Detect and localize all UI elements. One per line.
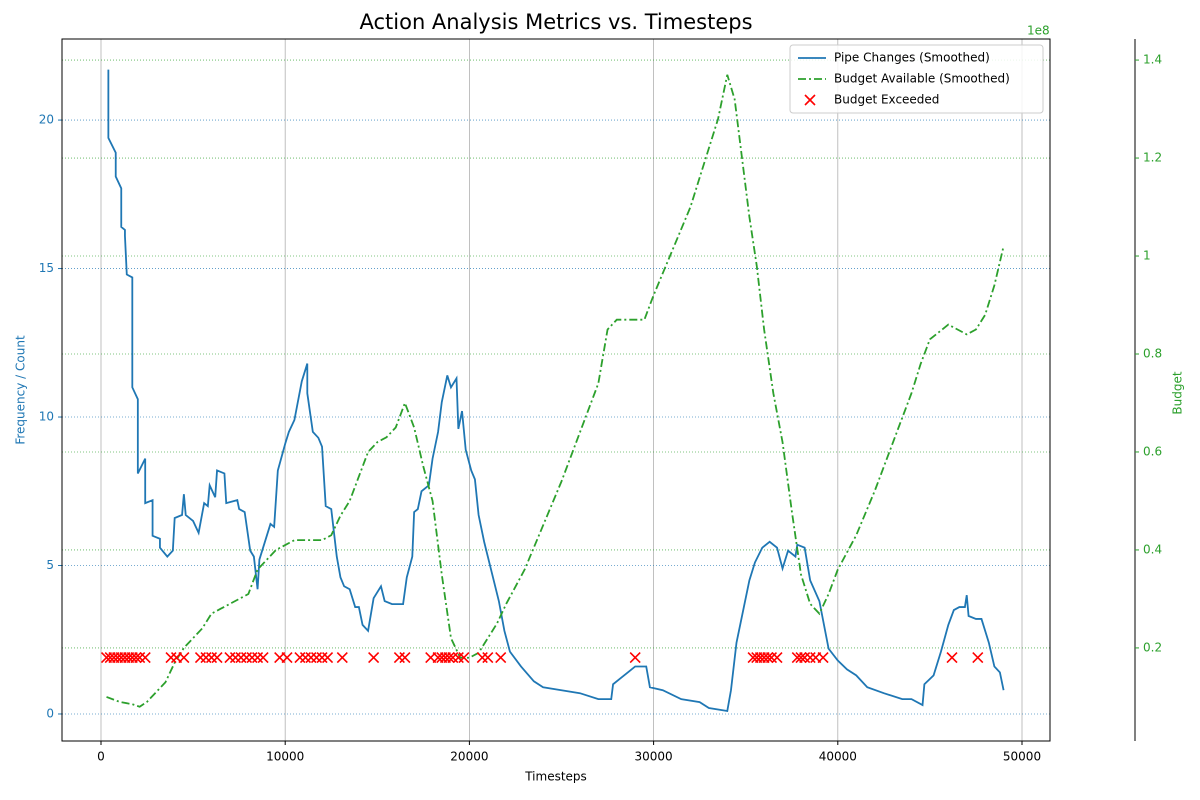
y-tick-label: 20 <box>39 113 54 127</box>
scatter-marker <box>972 651 984 664</box>
scatter-marker <box>946 651 958 664</box>
legend-label: Pipe Changes (Smoothed) <box>834 51 990 65</box>
scatter-marker <box>299 651 312 664</box>
scatter-marker <box>246 651 258 664</box>
scatter-marker <box>316 651 328 664</box>
scatter-marker <box>321 651 334 664</box>
y2-tick-label: 1 <box>1143 249 1151 263</box>
scatter-marker <box>194 651 207 664</box>
scatter-marker <box>771 651 783 664</box>
y-tick-label: 5 <box>46 558 54 572</box>
legend-label: Budget Exceeded <box>834 93 939 107</box>
y-tick-label: 15 <box>39 261 54 275</box>
scatter-marker <box>257 651 269 664</box>
legend-marker <box>804 94 816 106</box>
y2-axis-label: Budget <box>1171 371 1185 414</box>
x-tick-label: 20000 <box>450 750 488 764</box>
scatter-marker <box>165 651 177 664</box>
scatter-marker <box>393 651 405 664</box>
scatter-marker <box>368 651 380 664</box>
x-axis-label: Timesteps <box>524 770 587 784</box>
x-tick-label: 50000 <box>1003 750 1041 764</box>
y-tick-label: 10 <box>39 410 54 424</box>
scatter-marker <box>134 651 146 664</box>
scatter-marker <box>804 651 816 664</box>
scatter-marker <box>765 651 778 664</box>
x-tick-label: 10000 <box>266 750 304 764</box>
scatter-marker <box>224 651 236 664</box>
scatter-marker <box>305 651 317 664</box>
scatter-marker <box>252 651 264 664</box>
scatter-marker <box>205 651 218 664</box>
scatter-marker <box>240 651 253 664</box>
x-tick-label: 30000 <box>635 750 673 764</box>
scatter-marker <box>452 651 464 664</box>
y2-offset-label: 1e8 <box>1027 24 1050 38</box>
scatter-marker <box>817 651 829 664</box>
scatter-marker <box>178 651 190 664</box>
legend-label: Budget Available (Smoothed) <box>834 72 1010 86</box>
y2-tick-label: 1.2 <box>1143 151 1162 165</box>
scatter-marker <box>458 651 470 664</box>
scatter-marker <box>629 651 641 664</box>
legend-box <box>789 44 1044 114</box>
scatter-marker <box>476 651 488 664</box>
x-tick-label: 0 <box>97 750 105 764</box>
scatter-marker <box>200 651 212 664</box>
scatter-marker <box>399 651 411 664</box>
y2-tick-label: 0.6 <box>1143 444 1162 458</box>
plot-frame <box>61 38 1051 742</box>
scatter-marker <box>281 651 293 664</box>
scatter-marker <box>294 651 306 664</box>
y2-tick-label: 0.8 <box>1143 346 1162 360</box>
scatter-marker <box>130 651 142 664</box>
scatter-marker <box>762 651 774 664</box>
y2-tick-label: 1.4 <box>1143 53 1162 67</box>
scatter-marker <box>495 651 507 664</box>
y2-tick-label: 0.4 <box>1143 542 1162 556</box>
scatter-marker <box>443 651 455 664</box>
y-axis-label: Frequency / Count <box>14 335 28 445</box>
series-line <box>107 69 1005 713</box>
scatter-marker <box>235 651 247 664</box>
scatter-marker <box>482 651 494 664</box>
chart-title: Action Analysis Metrics vs. Timesteps <box>359 10 752 34</box>
y-tick-label: 0 <box>46 706 54 720</box>
scatter-marker <box>139 651 151 664</box>
scatter-marker <box>211 651 223 664</box>
scatter-marker <box>229 651 242 664</box>
y2-tick-label: 0.2 <box>1143 640 1162 654</box>
scatter-marker <box>447 651 459 664</box>
series-line <box>106 74 1005 708</box>
scatter-marker <box>799 651 811 664</box>
scatter-marker <box>336 651 348 664</box>
scatter-marker <box>310 651 323 664</box>
x-tick-label: 40000 <box>819 750 857 764</box>
scatter-marker <box>795 651 807 664</box>
